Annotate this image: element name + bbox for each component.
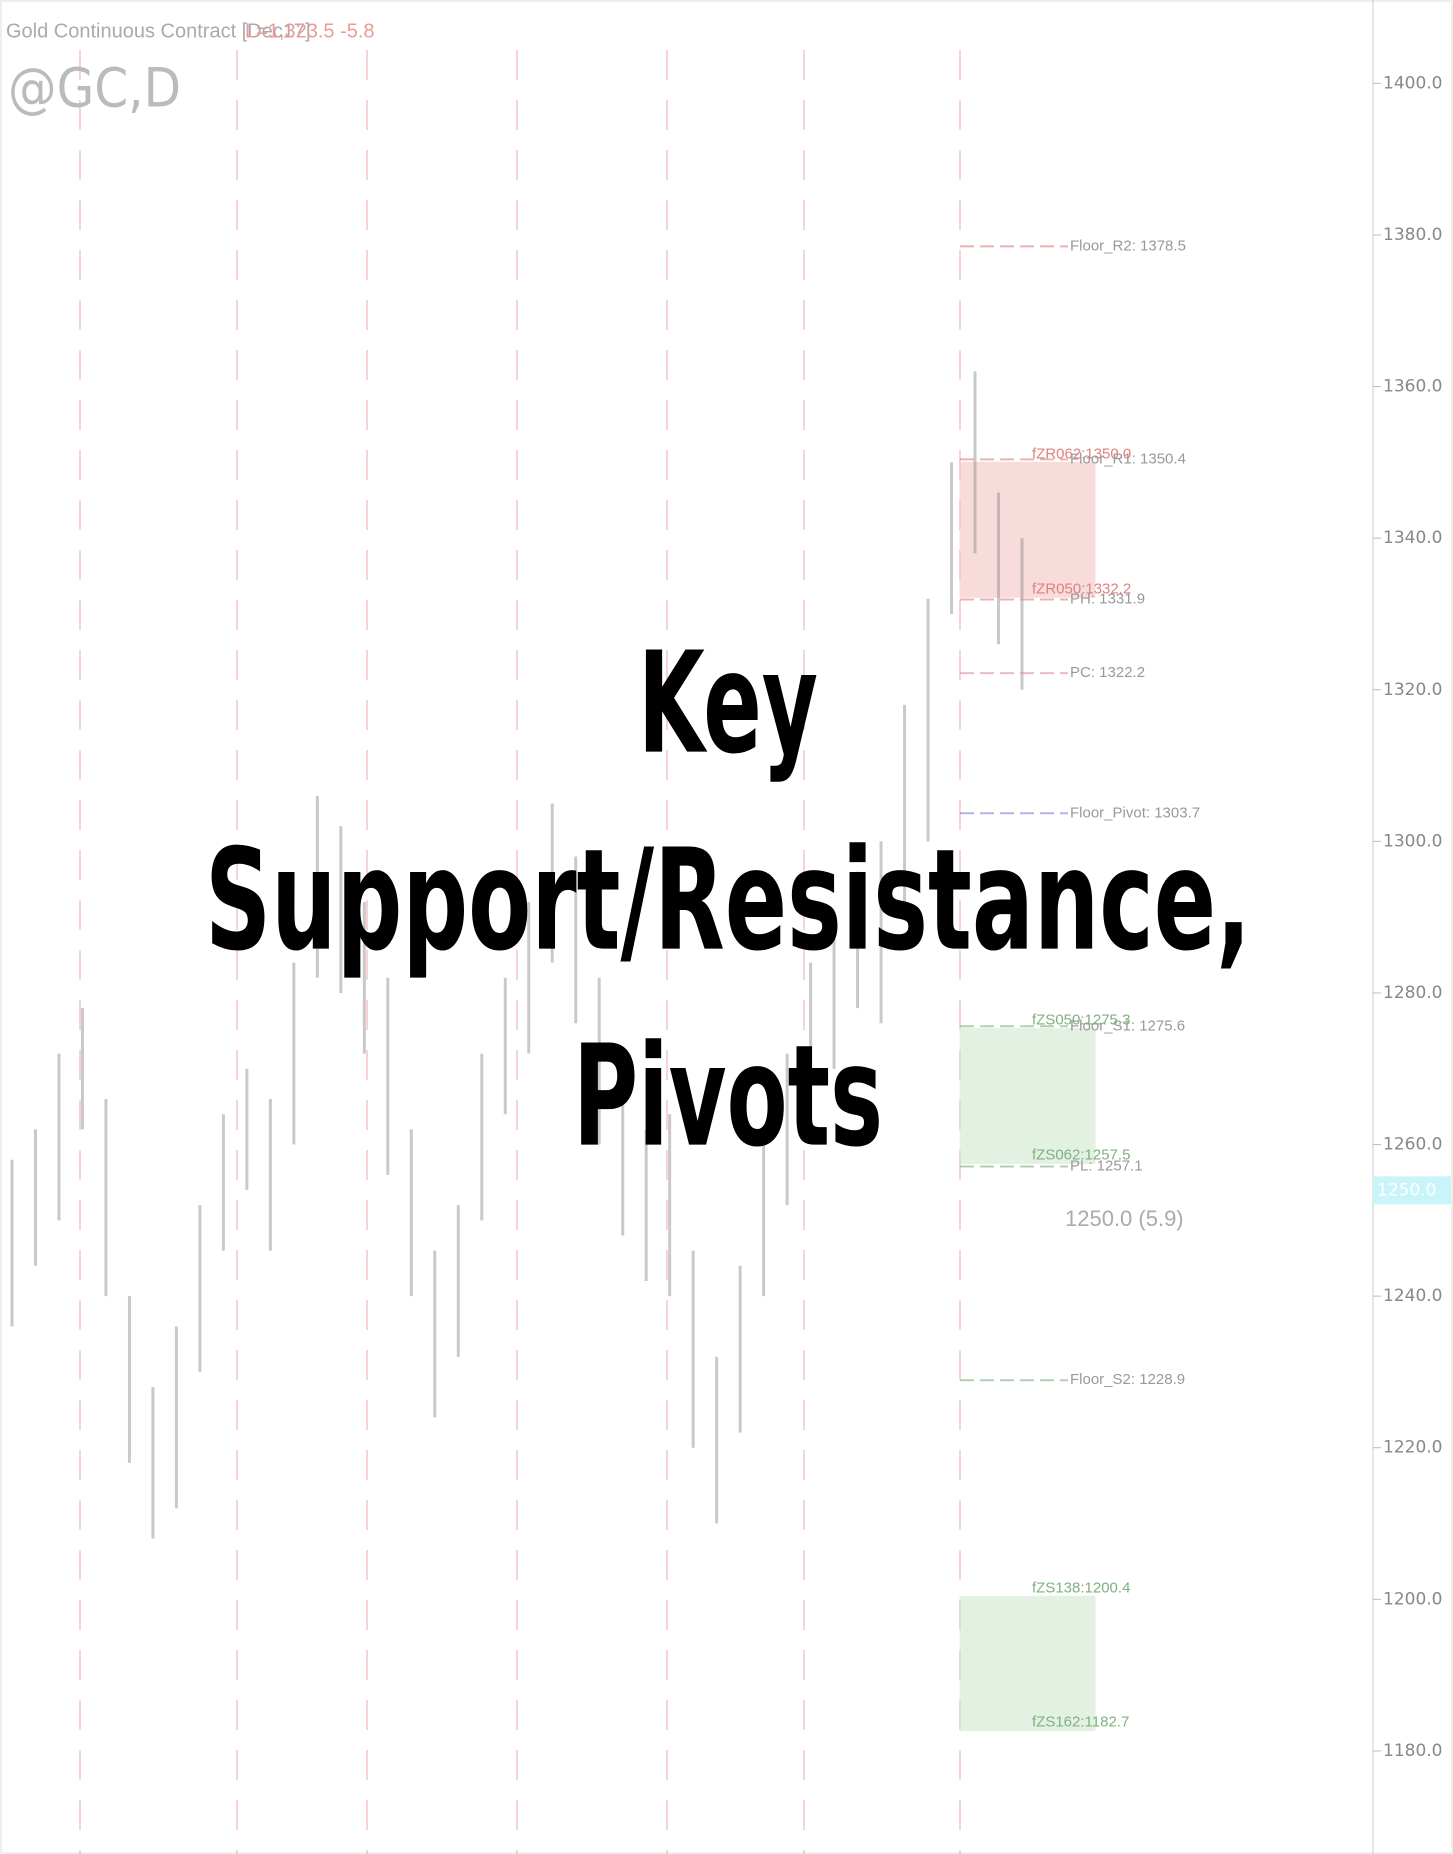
last-quote: L=1,323.5 -5.8: [245, 20, 375, 42]
level-label: Floor_R1: 1350.4: [1070, 450, 1186, 467]
level-label: Floor_S1: 1275.6: [1070, 1017, 1185, 1034]
symbol: @GC,D: [8, 57, 181, 120]
title-line: Pivots: [573, 1016, 883, 1179]
y-tick-label: 1300.0: [1383, 831, 1442, 851]
level-label: fZR050:1332.2: [1032, 580, 1131, 597]
level-label: Floor_S2: 1228.9: [1070, 1371, 1185, 1388]
y-tick-label: 1240.0: [1383, 1286, 1442, 1306]
level-label: Floor_Pivot: 1303.7: [1070, 804, 1200, 821]
y-tick-label: 1340.0: [1383, 528, 1442, 548]
zone: [959, 461, 1096, 598]
level-label: fZS062:1257.5: [1032, 1146, 1130, 1163]
y-tick-label: 1320.0: [1383, 680, 1442, 700]
price-tag-bg: [1373, 1176, 1451, 1205]
y-tick-label: 1360.0: [1383, 377, 1442, 397]
level-label: PC: 1322.2: [1070, 664, 1145, 681]
zone: [959, 1028, 1096, 1164]
y-tick-label: 1400.0: [1383, 73, 1442, 93]
level-label: fZS138:1200.4: [1032, 1579, 1130, 1596]
price-tag: 1250.0: [1377, 1180, 1436, 1200]
level-label: fZS162:1182.7: [1032, 1713, 1129, 1730]
y-tick-label: 1220.0: [1383, 1438, 1442, 1458]
y-tick-label: 1280.0: [1383, 983, 1442, 1003]
title-line: Key: [638, 623, 818, 786]
y-tick-label: 1260.0: [1383, 1135, 1442, 1155]
price-bars: [10, 371, 1024, 1539]
level-label: PL: 1257.1: [1070, 1157, 1143, 1174]
level-label: Floor_R2: 1378.5: [1070, 237, 1186, 254]
y-tick-label: 1200.0: [1383, 1589, 1442, 1609]
y-tick-label: 1380.0: [1383, 225, 1442, 245]
y-tick-label: 1180.0: [1383, 1741, 1442, 1761]
level-label: fZS050:1275.3: [1032, 1012, 1130, 1029]
level-label: fZR062:1350.0: [1032, 445, 1131, 462]
column-separators: [79, 50, 961, 1854]
zone: [959, 1595, 1096, 1731]
plot: 1180.0 1200.0 1220.0 1240.0 1260.0 1280.0 1300…: [10, 73, 1451, 1761]
level-label: 1250.0 (5.9): [1065, 1206, 1184, 1231]
header: Gold Continuous Contract [Dec17]: [6, 20, 311, 42]
title-line: Support/Resistance,: [205, 820, 1251, 983]
level-label: PH: 1331.9: [1070, 591, 1145, 608]
title-group: Key Support/Resistance, Pivots: [205, 623, 1251, 1179]
